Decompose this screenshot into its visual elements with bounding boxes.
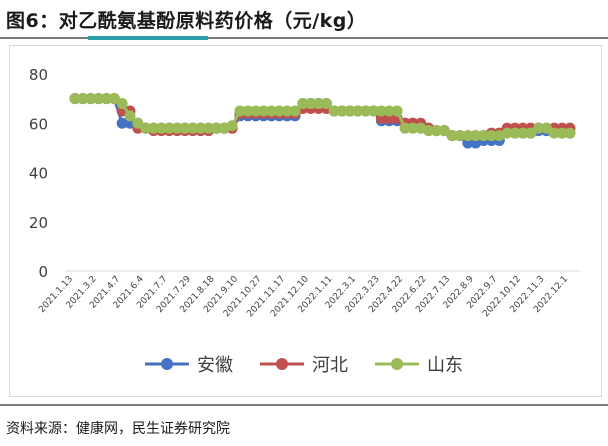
legend-marker — [276, 358, 288, 370]
data-point — [485, 130, 497, 142]
data-point — [289, 105, 301, 117]
y-tick-label: 80 — [29, 66, 48, 84]
data-point — [533, 122, 545, 134]
data-point — [116, 98, 128, 110]
data-point — [328, 105, 340, 117]
data-point — [423, 125, 435, 137]
y-tick-label: 0 — [38, 263, 48, 281]
data-point — [108, 93, 120, 105]
data-point — [203, 122, 215, 134]
data-point — [430, 125, 442, 137]
data-point — [148, 122, 160, 134]
figure-title: 图6：对乙酰氨基酚原料药价格（元/kg） — [6, 10, 367, 32]
data-point — [368, 105, 380, 117]
data-point — [407, 122, 419, 134]
data-point — [556, 127, 568, 139]
data-point — [187, 122, 199, 134]
data-point — [391, 105, 403, 117]
data-point — [124, 110, 136, 122]
figure-header: 图6：对乙酰氨基酚原料药价格（元/kg） — [0, 0, 608, 40]
legend-marker — [391, 358, 403, 370]
data-point — [210, 122, 222, 134]
data-point — [305, 98, 317, 110]
data-point — [548, 127, 560, 139]
data-point — [234, 105, 246, 117]
source-note: 资料来源：健康网，民生证券研究院 — [6, 421, 230, 437]
data-point — [336, 105, 348, 117]
y-tick-label: 40 — [29, 165, 48, 183]
y-tick-label: 60 — [29, 115, 48, 133]
data-point — [226, 120, 238, 132]
line-chart: 0204060802021.1.132021.3.22021.4.72021.6… — [29, 66, 580, 376]
data-point — [462, 130, 474, 142]
legend-label: 安徽 — [197, 355, 233, 376]
data-point — [438, 125, 450, 137]
data-point — [179, 122, 191, 134]
data-point — [77, 93, 89, 105]
data-point — [352, 105, 364, 117]
data-point — [100, 93, 112, 105]
title-divider — [0, 37, 608, 39]
data-point — [281, 105, 293, 117]
legend-marker — [161, 358, 173, 370]
data-point — [564, 127, 576, 139]
data-point — [195, 122, 207, 134]
source-divider — [0, 404, 608, 406]
data-point — [517, 127, 529, 139]
data-point — [116, 117, 128, 129]
data-point — [140, 122, 152, 134]
data-point — [501, 127, 513, 139]
data-point — [320, 98, 332, 110]
data-point — [509, 127, 521, 139]
data-point — [375, 105, 387, 117]
data-point — [273, 105, 285, 117]
data-point — [525, 127, 537, 139]
data-point — [470, 130, 482, 142]
data-point — [344, 105, 356, 117]
data-point — [313, 98, 325, 110]
data-point — [242, 105, 254, 117]
chart-frame: 0 20 40 60 80 2021.1.13 2021.3.2 2021.4.7 2021.6… — [9, 45, 602, 397]
data-point — [85, 93, 97, 105]
data-point — [163, 122, 175, 134]
y-tick-label: 20 — [29, 214, 48, 232]
title-accent-underline — [88, 36, 208, 40]
legend-label: 山东 — [427, 355, 463, 376]
data-point — [171, 122, 183, 134]
data-point — [155, 122, 167, 134]
data-point — [540, 122, 552, 134]
data-point — [69, 93, 81, 105]
data-point — [93, 93, 105, 105]
data-point — [132, 117, 144, 129]
data-point — [258, 105, 270, 117]
data-point — [250, 105, 262, 117]
legend-label: 河北 — [312, 355, 348, 376]
data-point — [265, 105, 277, 117]
data-point — [454, 130, 466, 142]
data-point — [446, 130, 458, 142]
data-point — [399, 122, 411, 134]
data-point — [297, 98, 309, 110]
data-point — [478, 130, 490, 142]
data-point — [383, 105, 395, 117]
data-point — [360, 105, 372, 117]
